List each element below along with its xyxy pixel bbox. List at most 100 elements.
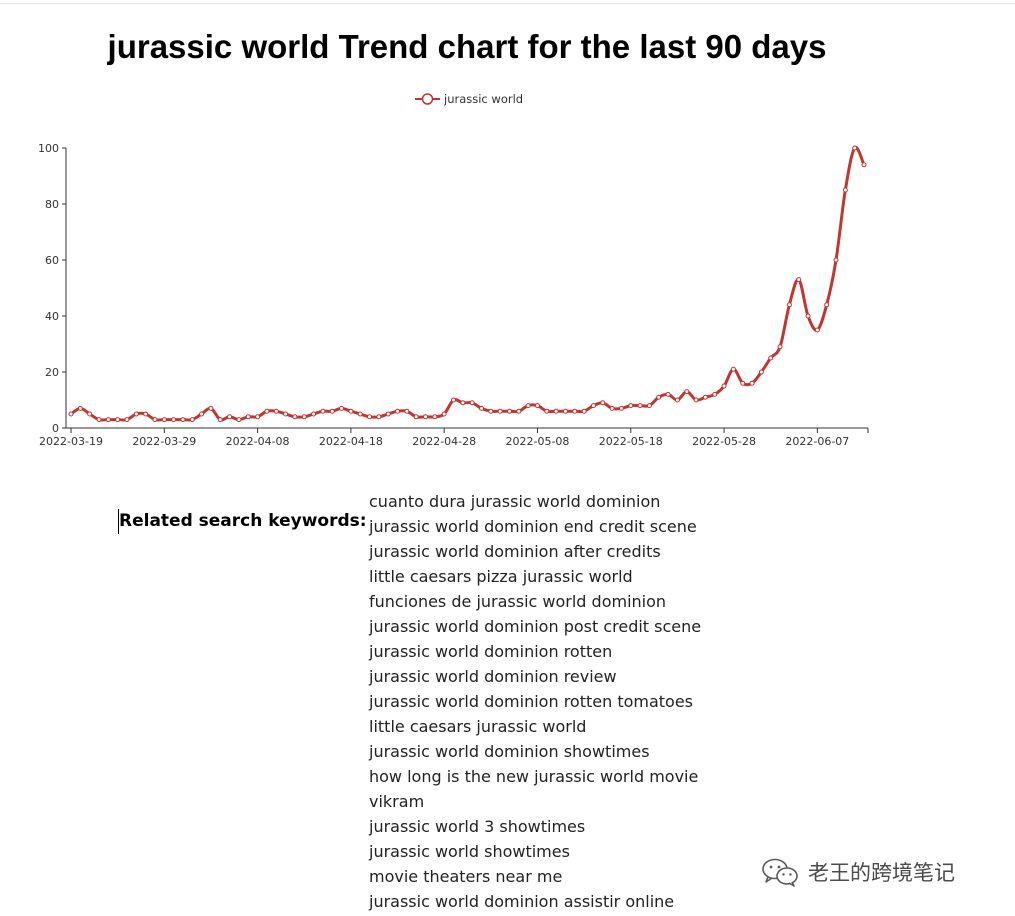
data-point[interactable] (665, 391, 671, 397)
data-point[interactable] (534, 403, 540, 409)
related-keyword[interactable]: jurassic world dominion review (369, 667, 617, 686)
data-point[interactable] (488, 408, 494, 414)
data-point[interactable] (236, 417, 242, 423)
data-point[interactable] (852, 145, 858, 151)
data-point[interactable] (646, 403, 652, 409)
data-point[interactable] (264, 408, 270, 414)
data-point[interactable] (497, 408, 503, 414)
data-point[interactable] (730, 366, 736, 372)
related-keyword[interactable]: little caesars jurassic world (369, 717, 587, 736)
data-point[interactable] (301, 414, 307, 420)
data-point[interactable] (395, 408, 401, 414)
data-point[interactable] (385, 411, 391, 417)
related-keyword[interactable]: movie theaters near me (369, 867, 563, 886)
related-keyword[interactable]: jurassic world dominion showtimes (369, 742, 650, 761)
data-point[interactable] (357, 411, 363, 417)
data-point[interactable] (451, 397, 457, 403)
data-point[interactable] (814, 327, 820, 333)
data-point[interactable] (273, 408, 279, 414)
data-point[interactable] (367, 414, 373, 420)
data-point[interactable] (255, 414, 261, 420)
data-point[interactable] (105, 417, 111, 423)
data-point[interactable] (544, 408, 550, 414)
data-point[interactable] (311, 411, 317, 417)
data-point[interactable] (553, 408, 559, 414)
data-point[interactable] (506, 408, 512, 414)
data-point[interactable] (180, 417, 186, 423)
data-point[interactable] (329, 408, 335, 414)
data-point[interactable] (143, 411, 149, 417)
data-point[interactable] (562, 408, 568, 414)
related-keyword[interactable]: jurassic world dominion post credit scen… (369, 617, 702, 636)
related-keyword[interactable]: jurassic world dominion after credits (369, 542, 661, 561)
data-point[interactable] (777, 344, 783, 350)
data-point[interactable] (199, 411, 205, 417)
data-point[interactable] (68, 411, 74, 417)
data-point[interactable] (702, 394, 708, 400)
data-point[interactable] (87, 411, 93, 417)
data-point[interactable] (404, 408, 410, 414)
data-point[interactable] (516, 408, 522, 414)
data-point[interactable] (189, 417, 195, 423)
data-point[interactable] (721, 383, 727, 389)
data-point[interactable] (245, 414, 251, 420)
data-point[interactable] (572, 408, 578, 414)
data-point[interactable] (152, 417, 158, 423)
data-point[interactable] (339, 405, 345, 411)
data-point[interactable] (376, 414, 382, 420)
data-point[interactable] (77, 405, 83, 411)
related-keyword[interactable]: jurassic world dominion assistir online (369, 892, 675, 911)
related-keyword[interactable]: how long is the new jurassic world movie (369, 767, 699, 786)
data-point[interactable] (478, 405, 484, 411)
data-point[interactable] (618, 405, 624, 411)
data-point[interactable] (161, 417, 167, 423)
data-point[interactable] (656, 394, 662, 400)
related-keyword[interactable]: funciones de jurassic world dominion (369, 592, 667, 611)
data-point[interactable] (693, 397, 699, 403)
data-point[interactable] (320, 408, 326, 414)
related-keyword[interactable]: jurassic world dominion rotten tomatoes (369, 692, 694, 711)
chart-legend[interactable]: jurassic world (415, 92, 523, 106)
data-point[interactable] (124, 417, 130, 423)
data-point[interactable] (348, 408, 354, 414)
data-point[interactable] (600, 400, 606, 406)
data-point[interactable] (637, 403, 643, 409)
data-point[interactable] (805, 313, 811, 319)
data-point[interactable] (758, 369, 764, 375)
related-keyword[interactable]: cuanto dura jurassic world dominion (369, 492, 661, 511)
data-point[interactable] (217, 417, 223, 423)
data-point[interactable] (674, 397, 680, 403)
data-point[interactable] (609, 405, 615, 411)
data-point[interactable] (824, 302, 830, 308)
data-point[interactable] (208, 405, 214, 411)
data-point[interactable] (842, 187, 848, 193)
related-keyword[interactable]: jurassic world showtimes (369, 842, 570, 861)
related-keyword[interactable]: jurassic world 3 showtimes (369, 817, 586, 836)
data-point[interactable] (413, 414, 419, 420)
data-point[interactable] (712, 391, 718, 397)
data-point[interactable] (432, 414, 438, 420)
data-point[interactable] (469, 400, 475, 406)
data-point[interactable] (96, 417, 102, 423)
data-point[interactable] (227, 414, 233, 420)
data-point[interactable] (590, 403, 596, 409)
data-point[interactable] (768, 355, 774, 361)
data-point[interactable] (133, 411, 139, 417)
data-point[interactable] (833, 257, 839, 263)
related-keyword[interactable]: vikram (369, 792, 425, 811)
data-point[interactable] (581, 408, 587, 414)
related-keyword[interactable]: jurassic world dominion end credit scene (369, 517, 697, 536)
data-point[interactable] (628, 403, 634, 409)
data-point[interactable] (423, 414, 429, 420)
data-point[interactable] (283, 411, 289, 417)
data-point[interactable] (684, 389, 690, 395)
data-point[interactable] (292, 414, 298, 420)
related-keyword[interactable]: jurassic world dominion rotten (369, 642, 613, 661)
data-point[interactable] (525, 403, 531, 409)
data-point[interactable] (861, 162, 867, 168)
data-point[interactable] (115, 417, 121, 423)
related-keyword[interactable]: little caesars pizza jurassic world (369, 567, 633, 586)
data-point[interactable] (749, 380, 755, 386)
data-point[interactable] (460, 400, 466, 406)
data-point[interactable] (441, 411, 447, 417)
